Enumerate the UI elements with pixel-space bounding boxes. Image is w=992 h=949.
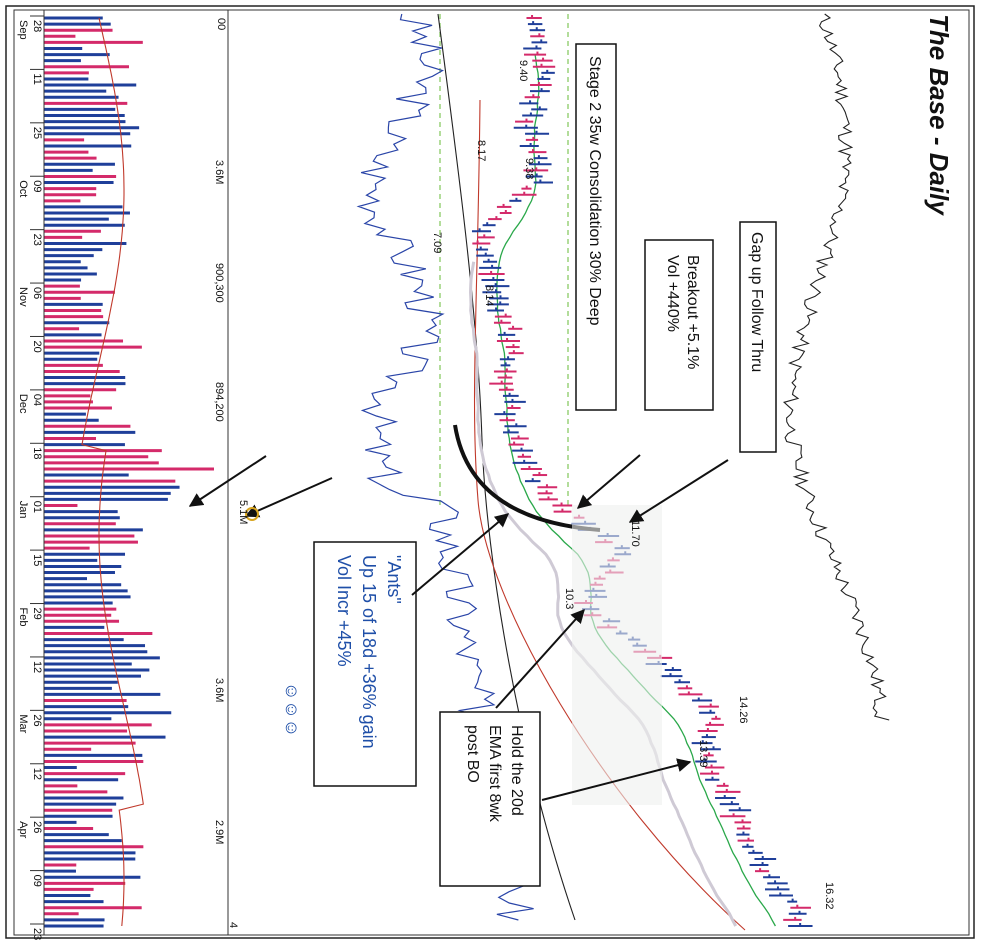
price-value-label: 10.3 xyxy=(563,588,575,609)
volume-value-label: 2.9M xyxy=(213,820,225,844)
annotation-hold-line1: Hold the 20d xyxy=(508,725,525,816)
date-tick-label: 12 xyxy=(31,661,43,673)
annotation-ants: "Ants" Up 15 of 18d +36% gain Vol Incr +… xyxy=(313,541,417,787)
volume-value-label: 3.6M xyxy=(213,678,225,702)
price-value-label: 14.26 xyxy=(737,696,749,724)
annotation-gap-up: Gap up Follow Thru xyxy=(739,221,777,453)
volume-value-label: 4 xyxy=(227,922,239,928)
arrow-volume-1 xyxy=(188,455,267,507)
annotation-hold-line2: EMA first 8wk xyxy=(486,725,503,823)
month-label: Jan xyxy=(17,501,29,519)
volume-highlight-circle xyxy=(245,507,259,521)
faint-moving-average-line xyxy=(468,261,738,927)
date-axis xyxy=(13,9,45,936)
arrow-breakout xyxy=(576,454,641,509)
date-tick-label: 23 xyxy=(31,234,43,246)
annotation-ants-line2: Up 15 of 18d +36% gain xyxy=(359,555,379,749)
annotation-breakout-line2: Vol +440% xyxy=(664,255,681,332)
date-tick-label: 23 xyxy=(31,928,43,940)
annotation-stage2: Stage 2 35w Consolidation 30% Deep xyxy=(575,43,617,411)
price-value-label: 16.32 xyxy=(823,882,835,910)
date-tick-label: 12 xyxy=(31,768,43,780)
date-tick-label: 09 xyxy=(31,875,43,887)
date-tick-label: 20 xyxy=(31,340,43,352)
base-curve xyxy=(453,424,601,532)
annotation-ants-line1: "Ants" xyxy=(384,555,404,604)
smiley-icons: ☺☺☺ xyxy=(282,682,302,737)
price-value-label: 11.70 xyxy=(629,520,641,547)
date-tick-label: 06 xyxy=(31,287,43,299)
date-tick-label: 18 xyxy=(31,447,43,459)
price-value-label: 8.17 xyxy=(475,140,487,161)
volume-value-label: 894,200 xyxy=(213,382,225,422)
arrow-ants xyxy=(411,513,510,596)
annotation-breakout: Breakout +5.1% Vol +440% xyxy=(644,239,714,411)
date-tick-label: 29 xyxy=(31,608,43,620)
page-border xyxy=(5,5,975,939)
volume-value-label: 900,300 xyxy=(213,263,225,303)
price-value-label: 9.38 xyxy=(523,158,535,179)
date-tick-label: 26 xyxy=(31,821,43,833)
month-label: Apr xyxy=(17,821,29,838)
volume-value-label: 00 xyxy=(215,18,227,30)
month-label: Oct xyxy=(17,180,29,197)
month-label: Nov xyxy=(17,287,29,307)
date-tick-label: 26 xyxy=(31,714,43,726)
date-tick-label: 15 xyxy=(31,554,43,566)
chart-title: The Base - Daily xyxy=(924,14,954,216)
arrow-hold-1 xyxy=(495,608,585,709)
annotation-hold: Hold the 20d EMA first 8wk post BO xyxy=(439,711,541,887)
month-label: Sep xyxy=(17,20,29,40)
date-axis-labels: 28 11 25 09 23 06 20 04 18 01 15 29 12 26 12 26 09 23 Sep O… xyxy=(17,15,44,940)
date-tick-label: 11 xyxy=(31,73,43,84)
date-tick-label: 04 xyxy=(31,394,43,406)
date-tick-label: 25 xyxy=(31,127,43,139)
volume-moving-average xyxy=(81,17,144,927)
index-line xyxy=(782,13,890,721)
price-value-label: 9.40 xyxy=(517,60,529,81)
price-value-label: 7.09 xyxy=(431,232,443,253)
date-tick-label: 28 xyxy=(31,20,43,32)
date-tick-label: 09 xyxy=(31,180,43,192)
month-label: Dec xyxy=(17,394,29,414)
ema-20-line xyxy=(496,54,776,927)
annotation-breakout-line1: Breakout +5.1% xyxy=(684,255,701,369)
annotation-hold-line3: post BO xyxy=(464,725,481,783)
volume-value-label: 5.1M xyxy=(237,500,249,524)
arrow-hold-2 xyxy=(541,758,692,801)
price-value-label: 8.14 xyxy=(483,285,495,306)
volume-value-label: 3.6M xyxy=(213,160,225,184)
date-tick-label: 01 xyxy=(31,501,43,513)
annotation-stage2-text: Stage 2 35w Consolidation 30% Deep xyxy=(586,56,603,326)
month-label: Feb xyxy=(17,608,29,627)
arrow-gap-up xyxy=(628,459,729,523)
price-value-label: 13.39 xyxy=(697,740,709,768)
shading-box-1 xyxy=(572,505,662,805)
volume-bars xyxy=(44,16,214,928)
month-label: Mar xyxy=(17,714,29,733)
arrow-volume-2 xyxy=(244,477,333,518)
annotation-ants-line3: Vol Incr +45% xyxy=(334,555,354,667)
value-labels: 9.40 9.38 8.17 7.09 8.14 11.70 10.3 14.26 13.39 1… xyxy=(213,18,835,928)
annotation-gap-up-text: Gap up Follow Thru xyxy=(748,232,765,372)
